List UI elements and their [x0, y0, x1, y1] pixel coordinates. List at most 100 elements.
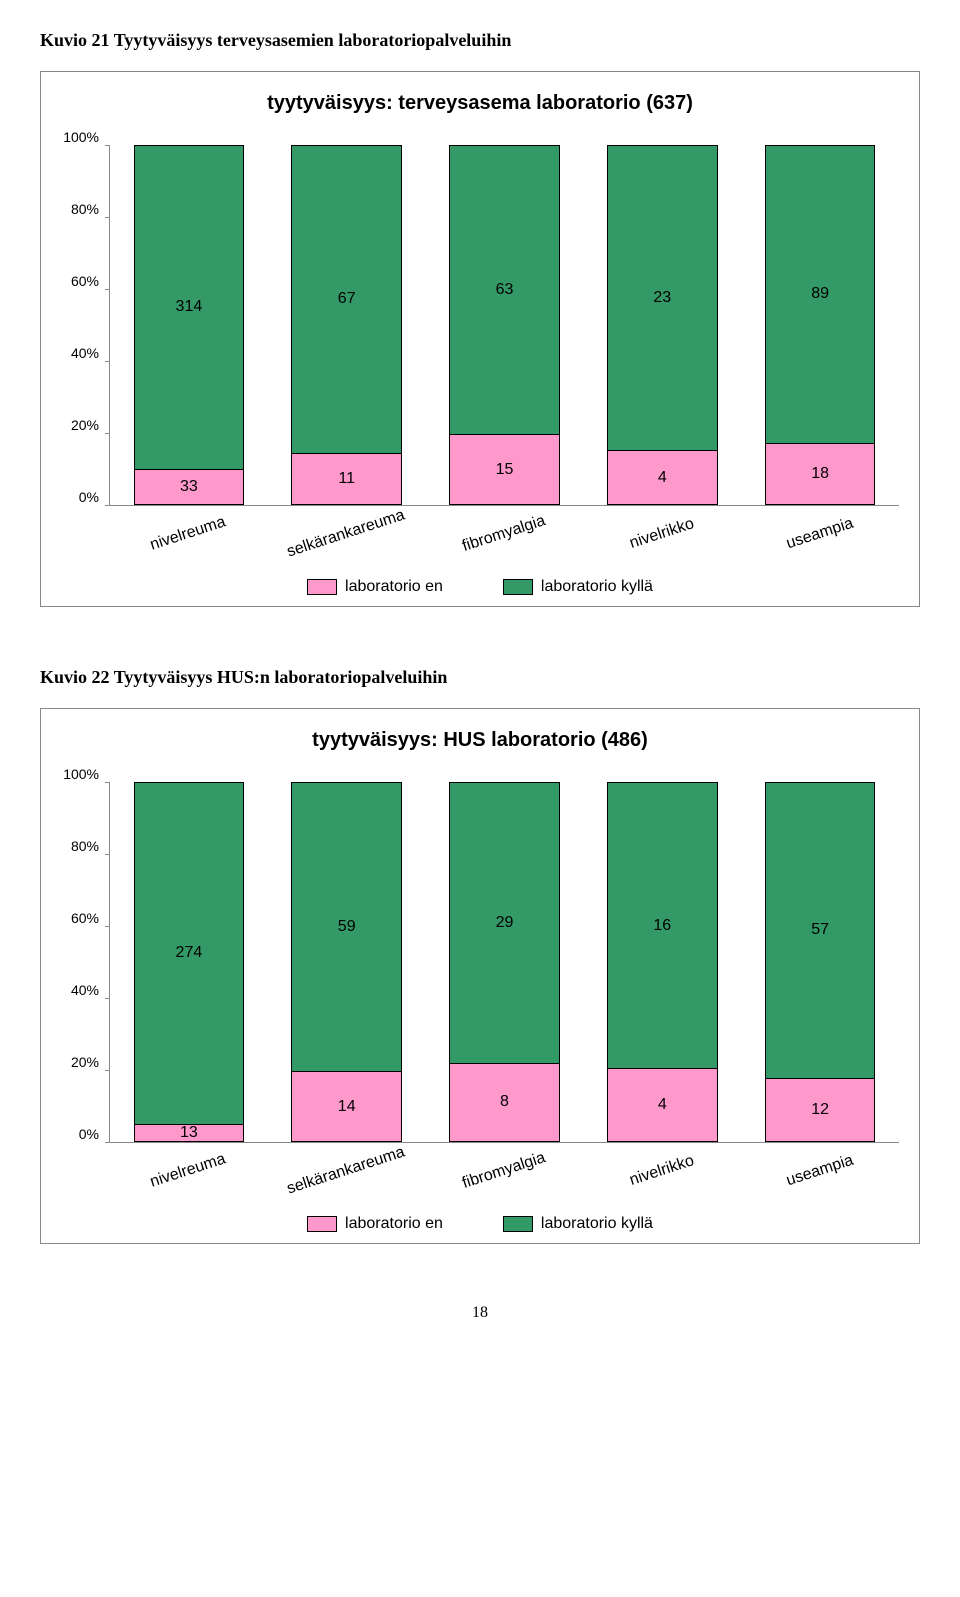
bar-segment-bottom: 15 — [450, 435, 558, 504]
x-label: fibromyalgia — [426, 1138, 582, 1204]
x-label: nivelrikko — [584, 501, 740, 567]
chart-container: tyytyväisyys: HUS laboratorio (486) 100%8… — [40, 708, 920, 1244]
bar-segment-top: 314 — [135, 146, 243, 470]
bar-segment-top: 57 — [766, 783, 874, 1079]
stacked-bar: 59 14 — [291, 782, 401, 1142]
bars-row: 274 13 59 14 29 8 16 4 57 12 — [109, 782, 899, 1143]
bar-value-label: 23 — [653, 289, 671, 307]
stacked-bar: 16 4 — [607, 782, 717, 1142]
bar-value-label: 314 — [176, 298, 203, 316]
figure-caption: Kuvio 22 Tyytyväisyys HUS:n laboratoriop… — [40, 667, 920, 688]
bar-value-label: 4 — [658, 469, 667, 487]
stacked-bar: 89 18 — [765, 145, 875, 505]
bar-value-label: 18 — [811, 465, 829, 483]
x-label: useampia — [742, 1138, 898, 1204]
legend-item: laboratorio en — [307, 1215, 443, 1233]
bar-segment-bottom: 14 — [292, 1072, 400, 1141]
x-label: nivelreuma — [110, 501, 266, 567]
stacked-bar: 57 12 — [765, 782, 875, 1142]
bar-segment-top: 59 — [292, 783, 400, 1072]
bar-slot: 59 14 — [268, 782, 426, 1142]
legend-label: laboratorio kyllä — [541, 578, 653, 596]
stacked-bar: 67 11 — [291, 145, 401, 505]
bar-value-label: 57 — [811, 921, 829, 939]
bar-value-label: 11 — [338, 470, 355, 488]
chart-container: tyytyväisyys: terveysasema laboratorio (… — [40, 71, 920, 607]
bar-value-label: 8 — [500, 1093, 509, 1111]
bar-segment-bottom: 4 — [608, 1069, 716, 1141]
stacked-bar: 63 15 — [449, 145, 559, 505]
bar-segment-top: 89 — [766, 146, 874, 444]
bar-slot: 89 18 — [741, 145, 899, 505]
legend-item: laboratorio en — [307, 578, 443, 596]
stacked-bar: 314 33 — [134, 145, 244, 505]
bar-segment-bottom: 11 — [292, 454, 400, 504]
legend: laboratorio en laboratorio kyllä — [61, 578, 899, 596]
bar-segment-top: 274 — [135, 783, 243, 1125]
stacked-bar: 274 13 — [134, 782, 244, 1142]
bar-segment-bottom: 12 — [766, 1079, 874, 1141]
bar-value-label: 59 — [338, 918, 356, 936]
figure-caption: Kuvio 21 Tyytyväisyys terveysasemien lab… — [40, 30, 920, 51]
bars-row: 314 33 67 11 63 15 23 4 89 18 — [109, 145, 899, 506]
stacked-bar: 29 8 — [449, 782, 559, 1142]
bar-segment-bottom: 4 — [608, 451, 716, 504]
page-root: Kuvio 21 Tyytyväisyys terveysasemien lab… — [40, 30, 920, 1322]
x-label: nivelrikko — [584, 1138, 740, 1204]
bar-slot: 57 12 — [741, 782, 899, 1142]
legend-label: laboratorio en — [345, 1215, 443, 1233]
x-axis-labels: nivelreumaselkärankareumafibromyalgianiv… — [109, 1142, 899, 1190]
legend-swatch — [307, 1216, 337, 1232]
page-number: 18 — [40, 1304, 920, 1322]
bar-segment-top: 67 — [292, 146, 400, 454]
bar-segment-bottom: 13 — [135, 1125, 243, 1141]
bar-value-label: 15 — [496, 461, 514, 479]
legend-item: laboratorio kyllä — [503, 578, 653, 596]
bar-value-label: 13 — [180, 1124, 198, 1142]
plot-area: 100%80%60%40%20%0% 274 13 59 14 29 8 16 4 57 12 — [61, 782, 899, 1142]
bar-segment-bottom: 8 — [450, 1064, 558, 1141]
bar-value-label: 4 — [658, 1096, 667, 1114]
legend-label: laboratorio kyllä — [541, 1215, 653, 1233]
chart-title: tyytyväisyys: terveysasema laboratorio (… — [61, 92, 899, 115]
bar-value-label: 12 — [811, 1101, 829, 1119]
bar-segment-top: 63 — [450, 146, 558, 435]
bar-value-label: 67 — [338, 290, 356, 308]
x-label: fibromyalgia — [426, 501, 582, 567]
bar-value-label: 14 — [338, 1098, 356, 1116]
bar-value-label: 33 — [180, 478, 198, 496]
bar-slot: 23 4 — [583, 145, 741, 505]
bar-slot: 16 4 — [583, 782, 741, 1142]
stacked-bar: 23 4 — [607, 145, 717, 505]
y-axis: 100%80%60%40%20%0% — [61, 782, 109, 1142]
tick-line — [105, 1142, 110, 1143]
bar-value-label: 63 — [496, 281, 514, 299]
bar-value-label: 89 — [811, 285, 829, 303]
legend-item: laboratorio kyllä — [503, 1215, 653, 1233]
x-label: selkärankareuma — [268, 501, 424, 567]
legend: laboratorio en laboratorio kyllä — [61, 1215, 899, 1233]
bar-segment-top: 16 — [608, 783, 716, 1069]
bar-segment-bottom: 33 — [135, 470, 243, 504]
legend-swatch — [503, 1216, 533, 1232]
bar-value-label: 274 — [176, 944, 203, 962]
legend-swatch — [503, 579, 533, 595]
bar-segment-top: 29 — [450, 783, 558, 1064]
bar-segment-bottom: 18 — [766, 444, 874, 504]
x-label: selkärankareuma — [268, 1138, 424, 1204]
chart-title: tyytyväisyys: HUS laboratorio (486) — [61, 729, 899, 752]
tick-line — [105, 505, 110, 506]
x-label: nivelreuma — [110, 1138, 266, 1204]
bar-slot: 67 11 — [268, 145, 426, 505]
bar-segment-top: 23 — [608, 146, 716, 451]
legend-label: laboratorio en — [345, 578, 443, 596]
plot-area: 100%80%60%40%20%0% 314 33 67 11 63 15 23 4 89 18 — [61, 145, 899, 505]
x-label: useampia — [742, 501, 898, 567]
bar-value-label: 16 — [653, 917, 671, 935]
y-axis: 100%80%60%40%20%0% — [61, 145, 109, 505]
x-axis-labels: nivelreumaselkärankareumafibromyalgianiv… — [109, 505, 899, 553]
legend-swatch — [307, 579, 337, 595]
bar-slot: 274 13 — [110, 782, 268, 1142]
bar-slot: 63 15 — [426, 145, 584, 505]
bar-slot: 29 8 — [426, 782, 584, 1142]
